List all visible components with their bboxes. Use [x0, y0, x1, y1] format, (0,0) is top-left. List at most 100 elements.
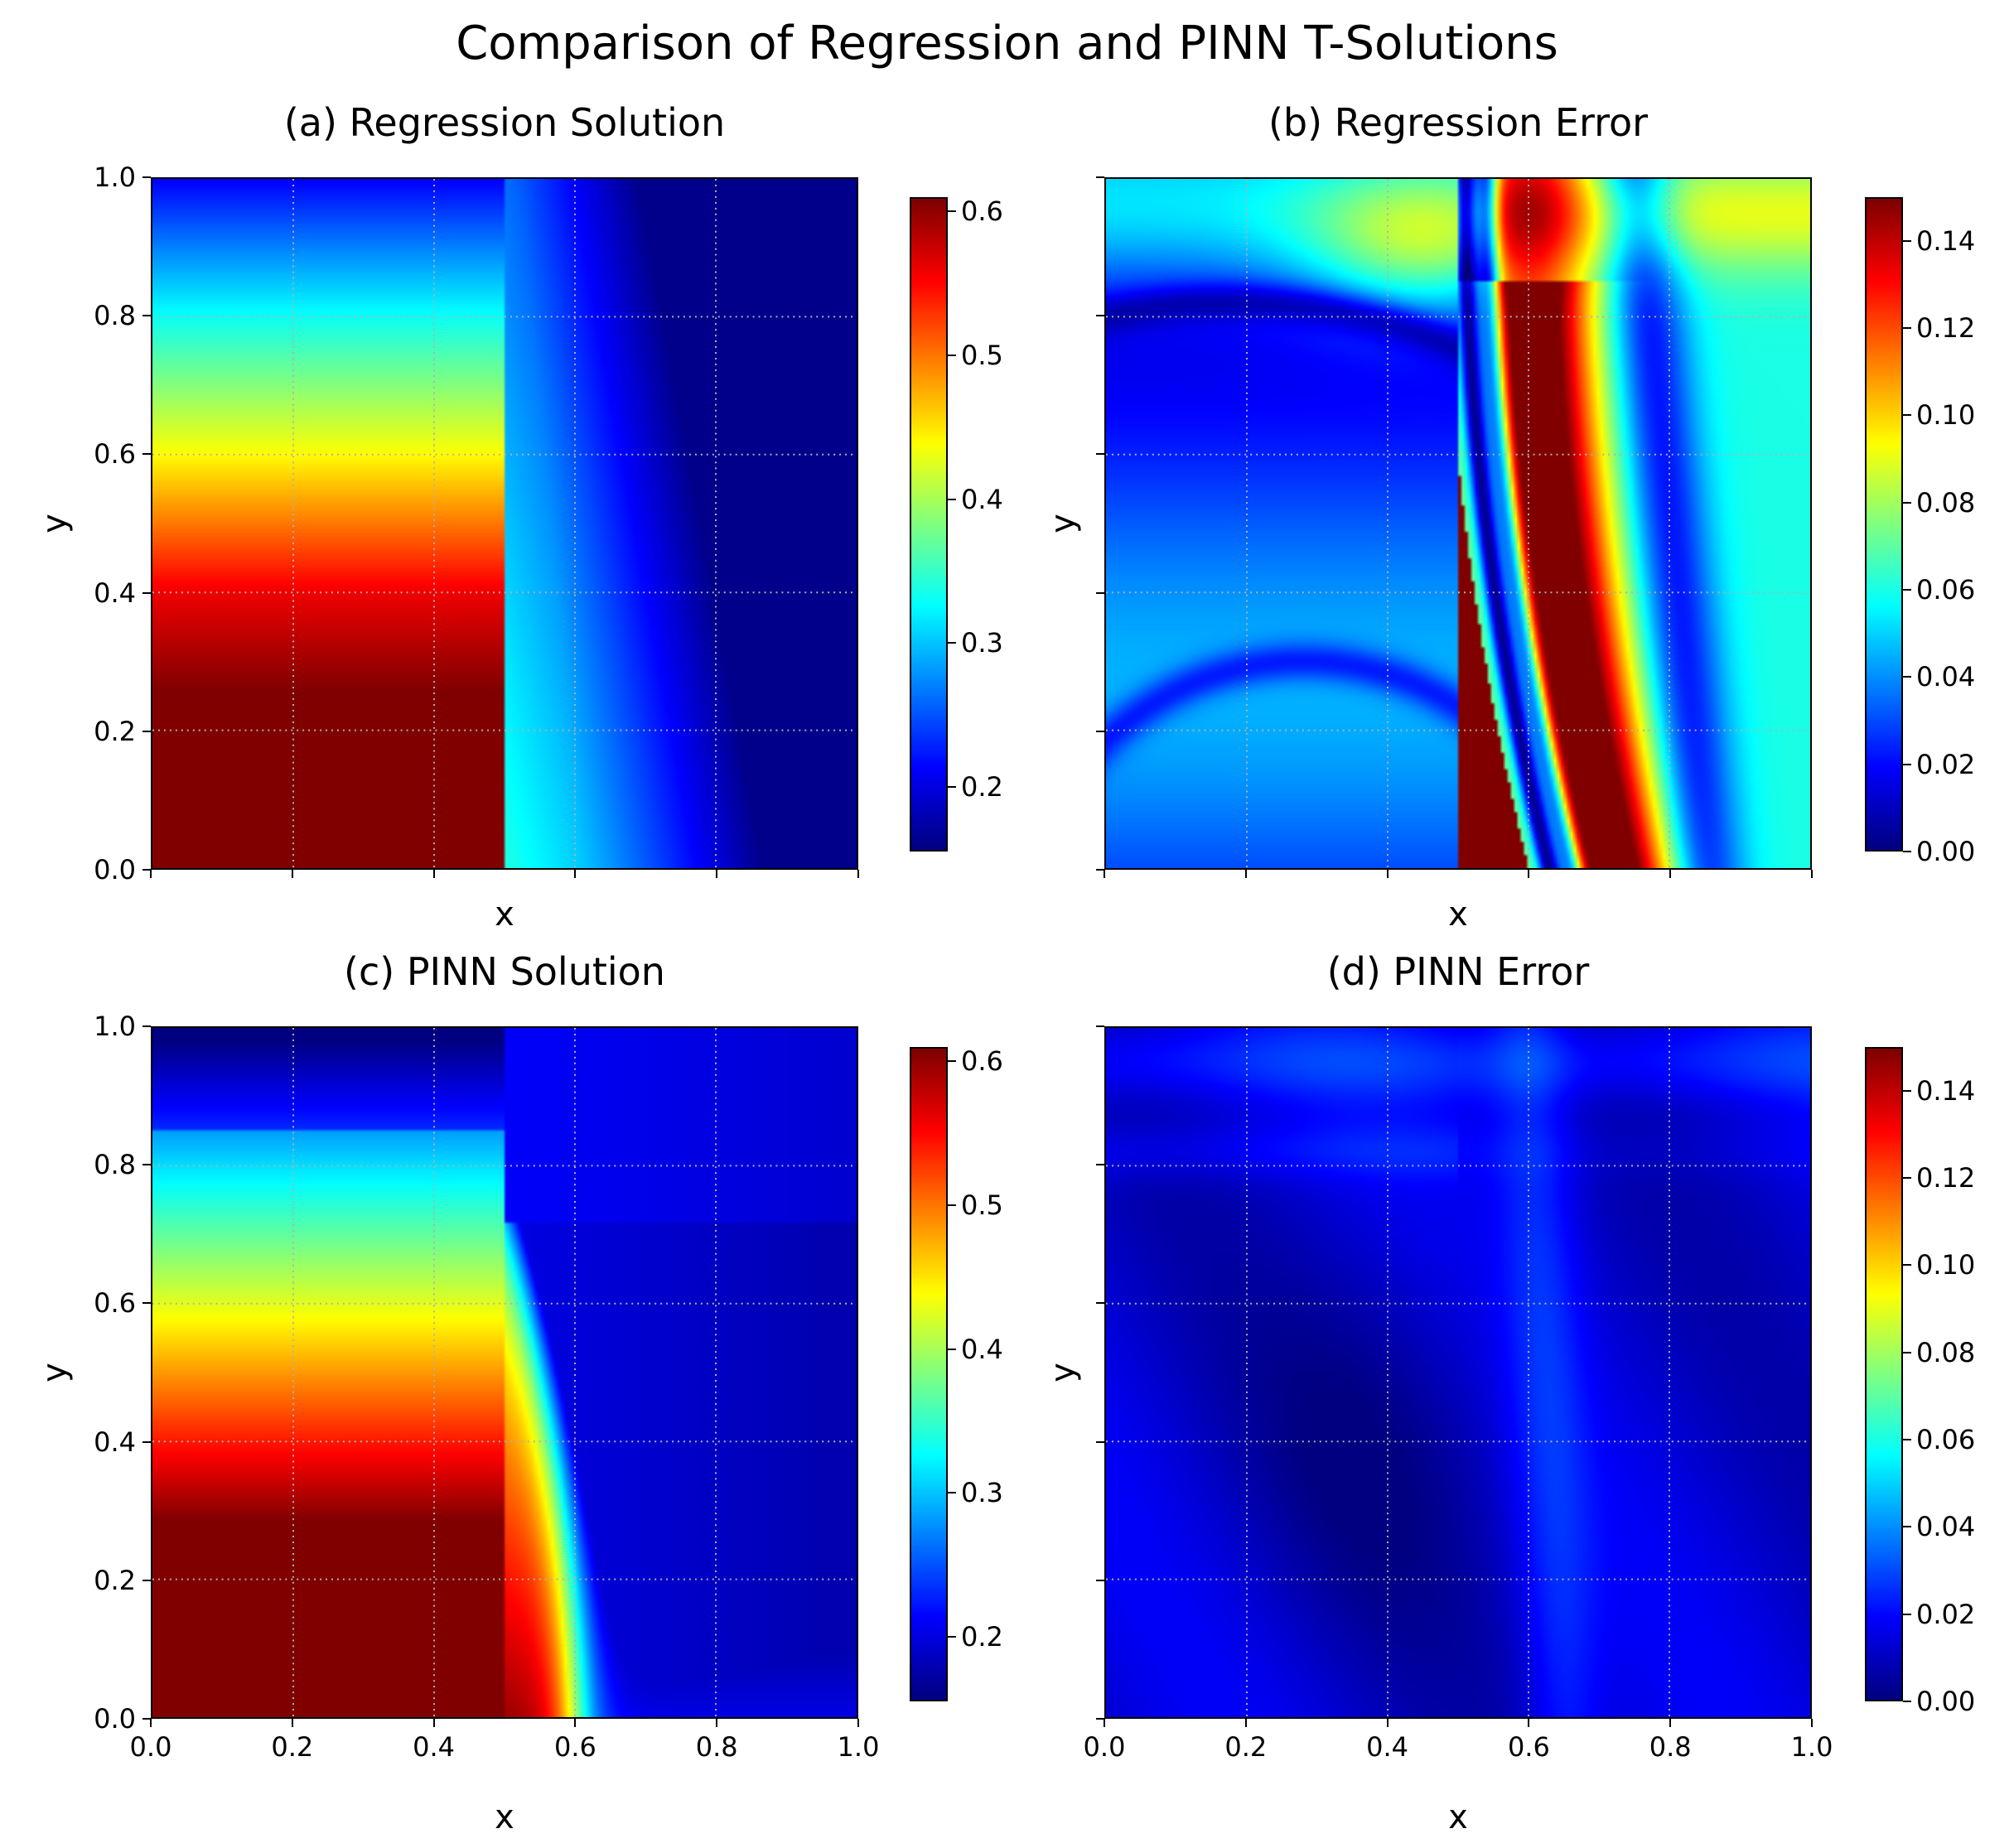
y-tick-d [1096, 1025, 1104, 1027]
colorbar-tick-d [1903, 1089, 1911, 1092]
colorbar-d [1865, 1047, 1903, 1701]
colorbar-tick-a [948, 498, 956, 500]
y-tick-label-c: 0.4 [94, 1426, 136, 1458]
x-tick-d [1244, 1719, 1247, 1727]
colorbar-tick-a [948, 354, 956, 356]
y-tick-d [1096, 1579, 1104, 1581]
colorbar-tick-b [1903, 676, 1911, 678]
y-tick-b [1096, 176, 1104, 178]
colorbar-c [910, 1047, 948, 1701]
y-tick-c [142, 1440, 151, 1443]
panel-title-b: (b) Regression Error [1268, 100, 1649, 145]
colorbar-tick-b [1903, 239, 1911, 242]
colorbar-tick-d [1903, 1526, 1911, 1528]
x-tick-b [1528, 870, 1530, 878]
colorbar-gradient-a [911, 199, 946, 850]
x-tick-label-c: 0.4 [413, 1731, 456, 1763]
x-axis-label-b: x [1448, 895, 1468, 934]
colorbar-tick-label-b: 0.10 [1916, 399, 1976, 432]
colorbar-tick-b [1903, 851, 1911, 852]
colorbar-tick-label-a: 0.6 [961, 195, 1003, 228]
x-tick-d [1528, 1719, 1530, 1727]
heatmap-image-d [1106, 1028, 1810, 1717]
y-tick-label-a: 1.0 [94, 162, 136, 193]
colorbar-tick-label-d: 0.00 [1916, 1686, 1976, 1717]
x-tick-d [1811, 1719, 1813, 1727]
colorbar-a [910, 197, 948, 852]
colorbar-tick-label-b: 0.02 [1916, 748, 1976, 780]
x-tick-c [716, 1719, 718, 1727]
y-tick-a [142, 591, 151, 594]
colorbar-tick-c [948, 1060, 956, 1063]
x-tick-b [1104, 870, 1105, 878]
y-tick-d [1096, 1440, 1104, 1443]
colorbar-gradient-b [1867, 199, 1901, 850]
heatmap-image-a [152, 179, 857, 868]
colorbar-tick-d [1903, 1351, 1911, 1353]
y-tick-label-a: 0.0 [94, 854, 136, 885]
colorbar-tick-label-c: 0.2 [961, 1620, 1003, 1653]
heatmap-axes-c [151, 1026, 858, 1719]
y-tick-label-c: 1.0 [94, 1011, 136, 1042]
x-tick-a [150, 870, 152, 878]
y-axis-label-c: y [36, 1363, 74, 1382]
heatmap-image-b [1106, 179, 1810, 868]
colorbar-tick-label-b: 0.06 [1916, 574, 1976, 606]
colorbar-tick-label-a: 0.4 [961, 483, 1003, 515]
x-tick-b [1669, 870, 1672, 878]
colorbar-tick-b [1903, 414, 1911, 417]
heatmap-axes-a [151, 177, 858, 870]
y-tick-b [1096, 315, 1104, 317]
colorbar-tick-a [948, 210, 956, 213]
x-tick-c [150, 1719, 152, 1727]
y-tick-a [142, 176, 151, 178]
grid-d [1106, 1028, 1810, 1717]
panel-title-c: (c) PINN Solution [344, 949, 665, 994]
colorbar-tick-c [948, 1492, 956, 1494]
x-tick-d [1669, 1719, 1672, 1727]
x-tick-d [1386, 1719, 1389, 1727]
y-tick-label-c: 0.0 [94, 1703, 136, 1735]
x-tick-label-d: 0.6 [1507, 1731, 1550, 1763]
y-tick-a [142, 869, 151, 871]
colorbar-tick-label-d: 0.14 [1916, 1074, 1976, 1107]
panel-title-d: (d) PINN Error [1326, 949, 1590, 994]
colorbar-tick-label-d: 0.04 [1916, 1511, 1976, 1543]
colorbar-tick-b [1903, 589, 1911, 591]
y-tick-c [142, 1164, 151, 1166]
y-tick-label-a: 0.6 [94, 438, 136, 470]
x-tick-label-c: 0.6 [553, 1731, 596, 1763]
x-tick-a [574, 870, 577, 878]
y-tick-c [142, 1025, 151, 1027]
x-tick-label-d: 1.0 [1790, 1731, 1833, 1763]
colorbar-tick-b [1903, 763, 1911, 765]
colorbar-tick-label-c: 0.6 [961, 1045, 1003, 1078]
x-tick-b [1811, 870, 1813, 878]
colorbar-tick-c [948, 1635, 956, 1638]
y-tick-label-a: 0.2 [94, 715, 136, 747]
heatmap-axes-d [1104, 1026, 1812, 1719]
x-tick-a [716, 870, 718, 878]
y-tick-d [1096, 1302, 1104, 1305]
x-tick-label-d: 0.4 [1366, 1731, 1409, 1763]
colorbar-tick-label-b: 0.12 [1916, 312, 1976, 344]
y-tick-b [1096, 591, 1104, 594]
colorbar-tick-label-a: 0.3 [961, 627, 1003, 659]
colorbar-tick-label-b: 0.14 [1916, 224, 1976, 257]
colorbar-tick-b [1903, 327, 1911, 329]
colorbar-tick-a [948, 642, 956, 644]
colorbar-tick-label-a: 0.2 [961, 770, 1003, 803]
colorbar-tick-label-b: 0.08 [1916, 486, 1976, 519]
y-tick-d [1096, 1718, 1104, 1720]
y-tick-label-a: 0.8 [94, 300, 136, 332]
x-axis-label-a: x [495, 895, 514, 934]
y-tick-label-c: 0.2 [94, 1564, 136, 1596]
y-tick-c [142, 1579, 151, 1581]
colorbar-tick-b [1903, 501, 1911, 504]
colorbar-tick-d [1903, 1264, 1911, 1267]
colorbar-tick-d [1903, 1439, 1911, 1440]
y-tick-c [142, 1718, 151, 1720]
colorbar-tick-label-b: 0.00 [1916, 836, 1976, 867]
colorbar-tick-label-d: 0.02 [1916, 1598, 1976, 1630]
